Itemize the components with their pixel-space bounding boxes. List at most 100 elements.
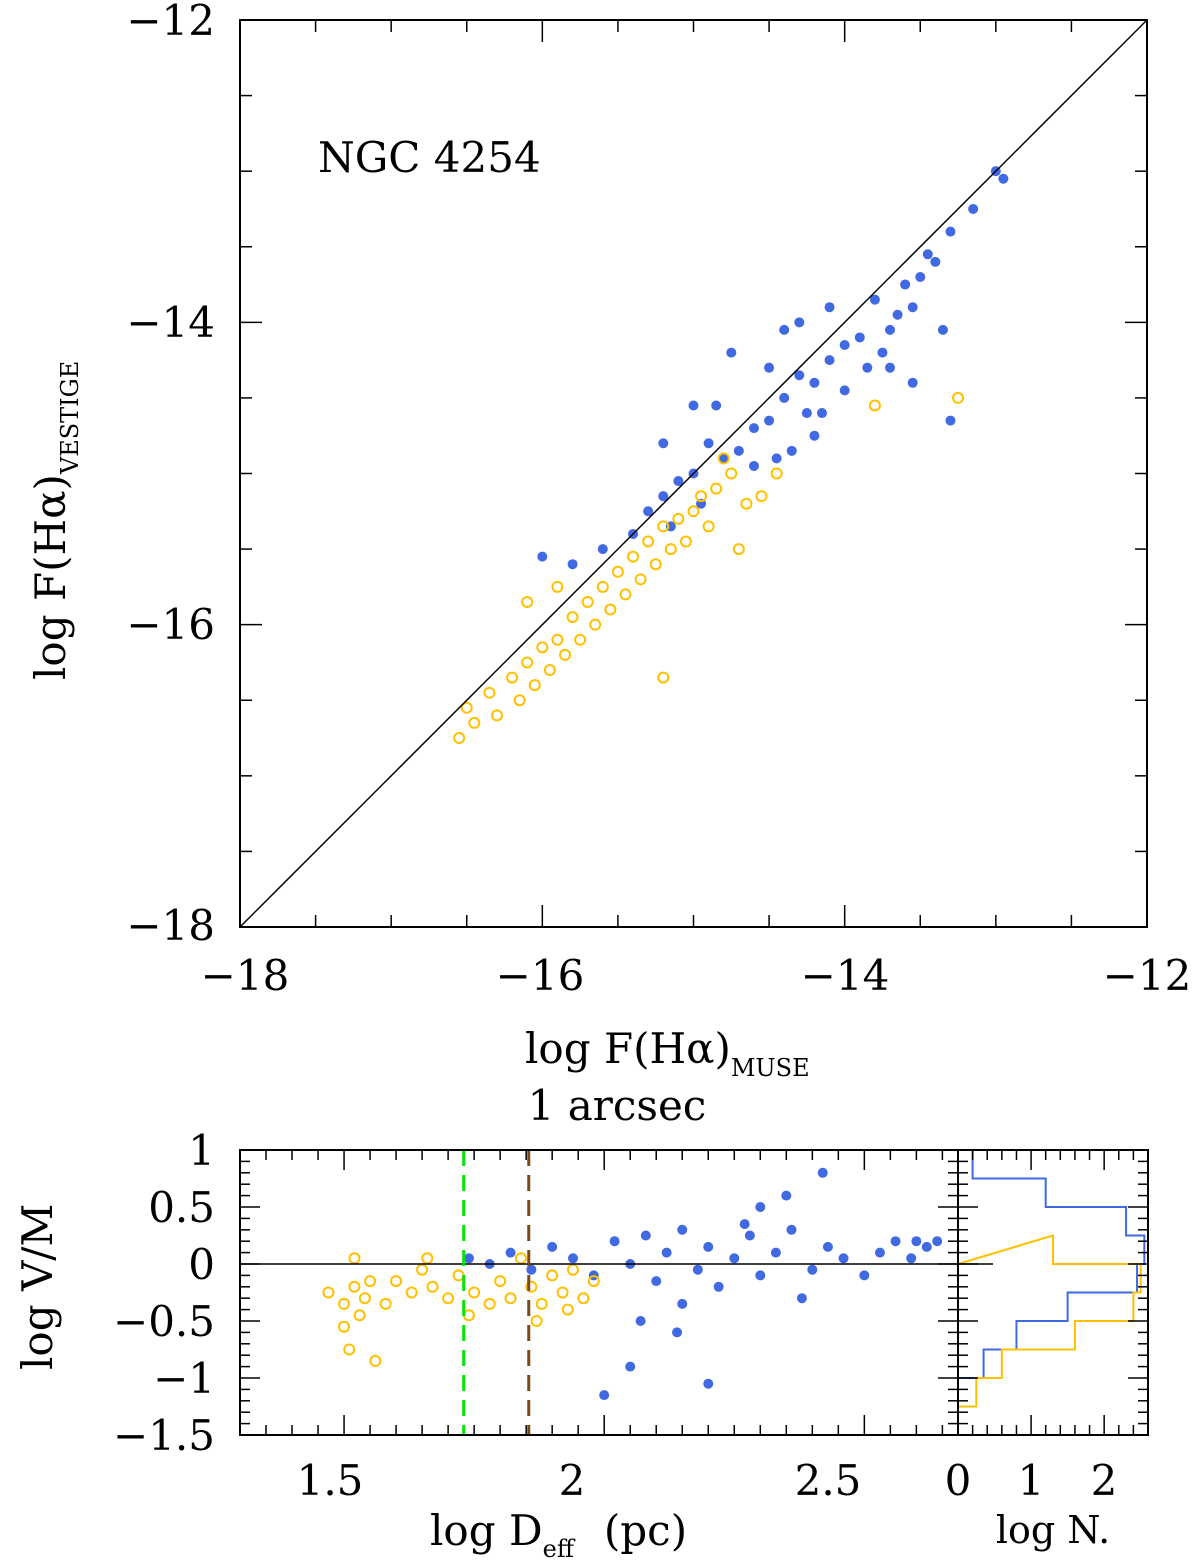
one-to-one-line (239, 19, 1148, 928)
y-tick-label: 0 (188, 1240, 215, 1289)
open-point (490, 709, 503, 722)
open-point (546, 1269, 559, 1282)
histogram-steps (957, 1150, 1146, 1435)
open-point (358, 1292, 371, 1305)
filled-point (547, 1241, 558, 1252)
filled-point (739, 1219, 750, 1230)
filled-point (892, 309, 903, 320)
histogram-panel: 0 1 2 log N. (945, 1149, 1149, 1552)
open-point (353, 1309, 366, 1322)
filled-point (885, 324, 896, 335)
filled-point (794, 317, 805, 328)
open-point (442, 1292, 455, 1305)
open-point (338, 1297, 351, 1310)
open-point (322, 1286, 335, 1299)
filled-point (907, 377, 918, 388)
x-tick-label: −14 (801, 951, 890, 1000)
y-tick-label: −14 (126, 298, 215, 347)
filled-point (703, 1378, 714, 1389)
open-point (672, 512, 685, 525)
histogram-axis-ticks (957, 1149, 1149, 1436)
x-tick-label: 1.5 (297, 1456, 364, 1505)
open-point (770, 467, 783, 480)
filled-point (567, 1253, 578, 1264)
filled-point (703, 438, 714, 449)
filled-point (688, 400, 699, 411)
open-point (755, 490, 768, 503)
filled-point (755, 1270, 766, 1281)
filled-point (463, 1253, 474, 1264)
open-point (460, 701, 473, 714)
open-point (369, 1354, 382, 1367)
open-point (868, 399, 881, 412)
y-tick-label: −16 (126, 600, 215, 649)
open-point (657, 520, 670, 533)
open-point (338, 1320, 351, 1333)
filled-point (906, 1253, 917, 1264)
filled-point (640, 1230, 651, 1241)
x-axis-title-sub: MUSE (731, 1054, 810, 1082)
x-tick-label: 2 (1091, 1456, 1118, 1505)
filled-point (824, 355, 835, 366)
open-point (732, 543, 745, 556)
filled-point (692, 1264, 703, 1275)
open-point (513, 694, 526, 707)
filled-point (658, 438, 669, 449)
open-point (679, 535, 692, 548)
filled-point (651, 1276, 662, 1287)
histogram-step-line (957, 1234, 1142, 1435)
filled-point (711, 400, 722, 411)
filled-point (703, 1241, 714, 1252)
filled-point (809, 377, 820, 388)
x-axis-title-main: log D (430, 1506, 543, 1555)
filled-point (839, 340, 850, 351)
open-point (551, 633, 564, 646)
x-axis-title-unit: (pc) (604, 1506, 687, 1555)
open-point (952, 391, 965, 404)
filled-point (801, 408, 812, 419)
open-point (468, 1286, 481, 1299)
open-point (611, 565, 624, 578)
y-tick-label: −18 (126, 901, 215, 950)
filled-point (609, 1236, 620, 1247)
filled-point (786, 445, 797, 456)
open-point (551, 580, 564, 593)
filled-point (796, 1293, 807, 1304)
filled-point (922, 249, 933, 260)
open-point (725, 467, 738, 480)
filled-point (755, 1202, 766, 1212)
ratio-panel: 1 arcsec 1.5 2 2.5 1 0.5 0 −0.5 −1 −1.5 … (13, 1081, 959, 1563)
x-tick-label: 0 (945, 1456, 972, 1505)
filled-point (807, 1264, 818, 1275)
y-tick-label: −0.5 (113, 1297, 215, 1346)
open-point (543, 664, 556, 677)
x-tick-label: −16 (496, 951, 585, 1000)
open-point (619, 588, 632, 601)
filled-point (599, 1390, 610, 1401)
filled-point (838, 1253, 849, 1264)
y-tick-label: −1 (153, 1354, 215, 1403)
open-point (561, 1303, 574, 1316)
main-y-tick-labels: −18 −16 −14 −12 (126, 0, 215, 950)
filled-point (726, 347, 737, 358)
y-tick-label: −12 (126, 0, 215, 45)
filled-point (890, 1236, 901, 1247)
open-point (657, 671, 670, 684)
y-axis-title-sub: VESTIGE (56, 361, 84, 475)
y-tick-label: −1.5 (113, 1411, 215, 1460)
filled-point (932, 1236, 943, 1247)
filled-point (771, 453, 782, 464)
open-point (566, 611, 579, 624)
open-point (536, 641, 549, 654)
open-point (574, 633, 587, 646)
x-axis-title-main: log F(Hα) (525, 1024, 731, 1073)
open-point (556, 1286, 569, 1299)
filled-point (744, 1230, 755, 1241)
open-point (740, 497, 753, 510)
main-axis-ticks (239, 20, 1147, 928)
filled-point (597, 544, 608, 555)
filled-point (930, 256, 941, 267)
filled-point (748, 423, 759, 434)
open-point (717, 452, 730, 465)
ratio-x-tick-labels: 1.5 2 2.5 (297, 1456, 862, 1505)
